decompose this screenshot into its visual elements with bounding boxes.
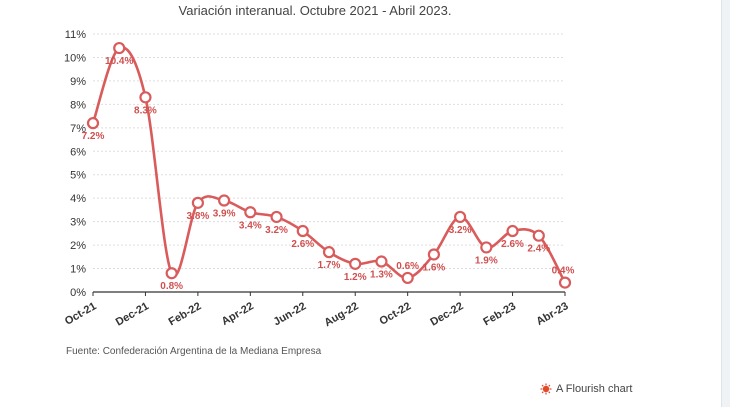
x-tick-label: Dec-22 (428, 300, 465, 328)
y-tick-label: 11% (65, 29, 86, 41)
data-label: 0.6% (396, 261, 419, 272)
scrollbar[interactable] (721, 0, 730, 407)
y-tick-label: 2% (70, 240, 86, 252)
data-point (270, 210, 283, 224)
data-label: 1.9% (475, 255, 498, 266)
x-tick-label: Feb-23 (481, 300, 518, 328)
data-label: 2.6% (291, 239, 314, 250)
y-tick-label: 7% (70, 123, 86, 135)
data-label: 3.4% (239, 220, 262, 231)
data-point (165, 267, 178, 280)
data-label: 3.2% (265, 225, 288, 236)
y-tick-label: 10% (64, 52, 86, 64)
data-point (296, 224, 309, 238)
data-label: 1.7% (318, 260, 341, 271)
data-label: 0.8% (160, 281, 183, 292)
data-point (191, 196, 204, 209)
x-tick-label: Oct-21 (63, 300, 99, 328)
y-tick-label: 4% (70, 193, 86, 205)
y-tick-label: 8% (70, 99, 86, 111)
y-tick-label: 0% (70, 287, 86, 299)
data-label: 8.3% (134, 105, 157, 116)
data-label: 1.3% (370, 270, 393, 281)
chart-title: Variación interanual. Octubre 2021 - Abr… (178, 3, 452, 18)
data-point (454, 210, 467, 224)
y-tick-label: 5% (70, 170, 86, 182)
data-point (532, 229, 545, 242)
data-point (427, 248, 440, 261)
data-point (113, 41, 126, 55)
y-tick-label: 3% (70, 217, 86, 229)
data-point (401, 271, 414, 285)
data-point (506, 224, 519, 238)
x-tick-label: Feb-22 (167, 300, 204, 328)
data-point (86, 117, 100, 130)
y-tick-label: 1% (70, 264, 86, 276)
data-label: 0.4% (552, 266, 575, 277)
x-tick-label: Oct-22 (378, 300, 414, 328)
data-point (139, 91, 152, 104)
data-point (558, 276, 572, 289)
x-tick-label: Jun-22 (272, 300, 309, 328)
data-label: 2.6% (501, 239, 524, 250)
data-label: 7.2% (82, 131, 105, 142)
data-label: 1.2% (344, 272, 367, 283)
flourish-credit[interactable]: A Flourish chart (540, 383, 632, 395)
data-point (322, 246, 336, 259)
line-chart: 0% 1% 2% 3% 4% 5% 6% 7% 8% 9% 10% 11% Oct-21 Dec-21 Fe… (63, 29, 575, 329)
data-point (218, 194, 231, 207)
data-point (349, 257, 362, 270)
flourish-logo-icon (540, 383, 552, 395)
data-label: 2.4% (527, 244, 550, 255)
x-tick-label: Abr-23 (534, 300, 570, 328)
data-point (375, 255, 388, 268)
x-tick-label: Aug-22 (322, 300, 360, 329)
data-point (244, 206, 257, 219)
data-label: 3.9% (213, 209, 236, 220)
y-tick-label: 9% (70, 76, 86, 88)
flourish-credit-label: A Flourish chart (556, 383, 633, 395)
x-tick-label: Dec-21 (114, 300, 151, 328)
x-tick-label: Apr-22 (220, 300, 256, 328)
data-label: 10.4% (105, 56, 133, 67)
source-note: Fuente: Confederación Argentina de la Me… (66, 346, 322, 357)
data-point (480, 241, 493, 254)
y-tick-label: 6% (70, 146, 86, 158)
data-label: 1.6% (422, 262, 445, 273)
data-label: 3.2% (449, 225, 472, 236)
data-label: 3.8% (186, 211, 209, 222)
